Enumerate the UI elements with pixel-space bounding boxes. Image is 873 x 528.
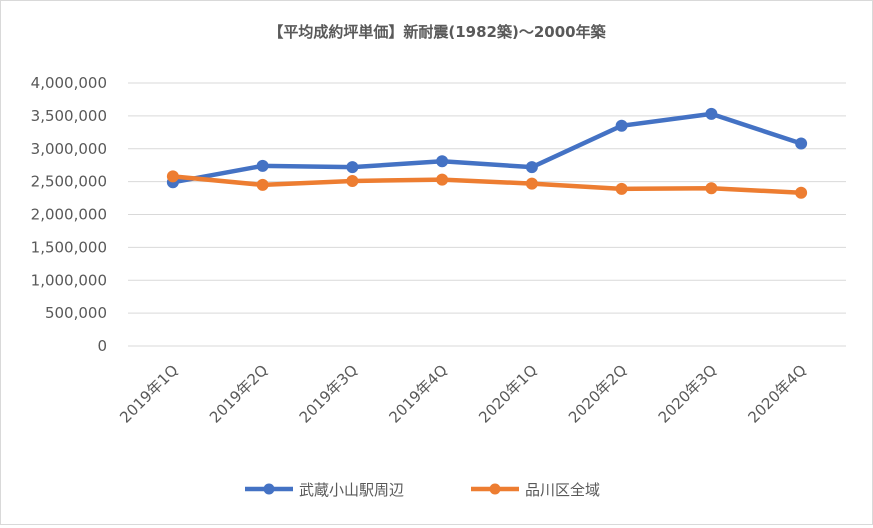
data-point (346, 161, 359, 174)
y-axis-ticks: 0 500,000 1,000,000 1,500,000 2,000,000 2,500… (31, 74, 107, 355)
chart-title: 【平均成約坪単価】新耐震(1982築)～2000年築 (268, 23, 606, 41)
x-axis-ticks: 2019年1Q 2019年2Q 2019年3Q 2019年4Q 2020年1Q 2020年… (116, 361, 810, 426)
data-point (166, 170, 179, 183)
legend: 武蔵小山駅周辺 品川区全域 (245, 481, 600, 499)
x-tick-label: 2019年4Q (386, 361, 451, 426)
data-point (525, 177, 538, 190)
data-point (525, 161, 538, 174)
data-point (346, 174, 359, 187)
y-tick-label: 2,500,000 (31, 173, 107, 191)
x-tick-label: 2019年2Q (206, 361, 271, 426)
data-point (256, 178, 269, 191)
legend-label: 武蔵小山駅周辺 (299, 481, 404, 499)
series-2 (166, 170, 808, 199)
data-point (615, 119, 628, 132)
y-tick-label: 3,500,000 (31, 107, 107, 125)
data-point (705, 107, 718, 120)
data-point (795, 186, 808, 199)
y-tick-label: 2,000,000 (31, 206, 107, 224)
y-tick-label: 4,000,000 (31, 74, 107, 92)
x-tick-label: 2020年2Q (565, 361, 630, 426)
y-tick-label: 1,000,000 (31, 271, 107, 289)
series-line (170, 174, 804, 196)
data-point (795, 137, 808, 150)
x-tick-label: 2019年1Q (116, 361, 181, 426)
x-tick-label: 2019年3Q (296, 361, 361, 426)
x-tick-label: 2020年3Q (655, 361, 720, 426)
data-point (256, 159, 269, 172)
legend-label: 品川区全域 (525, 481, 600, 499)
series-line (170, 111, 804, 185)
data-point (705, 182, 718, 195)
data-point (615, 182, 628, 195)
y-tick-label: 0 (97, 337, 107, 355)
series-1 (166, 107, 808, 189)
x-tick-label: 2020年4Q (745, 361, 810, 426)
legend-item: 品川区全域 (471, 481, 600, 499)
x-tick-label: 2020年1Q (475, 361, 540, 426)
series-layer (166, 107, 808, 199)
legend-item: 武蔵小山駅周辺 (245, 481, 404, 499)
data-point (436, 173, 449, 186)
y-tick-label: 3,000,000 (31, 140, 107, 158)
legend-swatch-marker (489, 483, 501, 495)
y-tick-label: 1,500,000 (31, 238, 107, 256)
data-point (436, 155, 449, 168)
legend-swatch-marker (263, 483, 275, 495)
y-tick-label: 500,000 (45, 304, 107, 322)
